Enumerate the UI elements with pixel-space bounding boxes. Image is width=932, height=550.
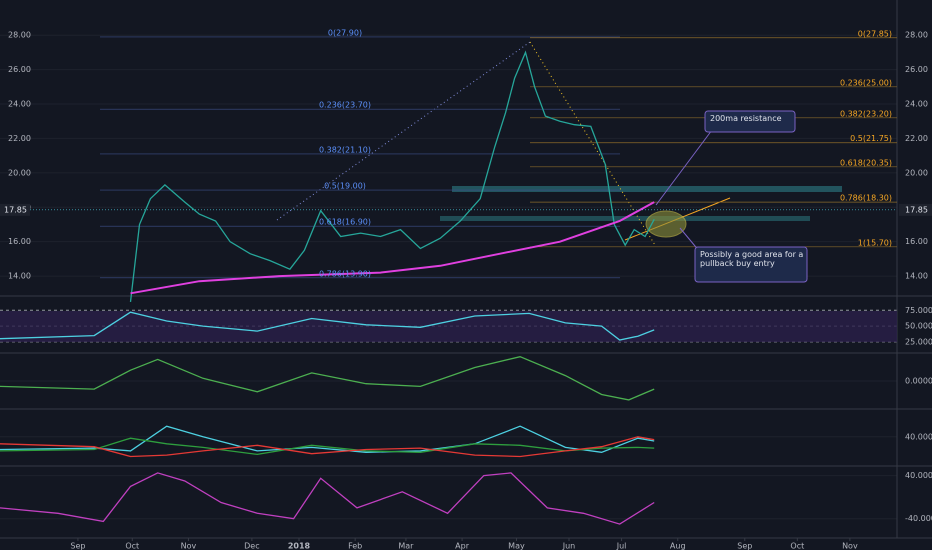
fib-label: 0.382(23.20) [840,109,892,118]
x-tick-label: May [508,542,525,550]
y-tick-label: 14.00 [905,272,928,281]
series-line [0,436,655,458]
x-tick-label: Aug [670,542,686,550]
annotation: Possibly a good area for a pullback buy … [700,250,804,268]
y-tick-label: 22.00 [905,134,928,143]
y-tick-label: 40.0000 [905,432,932,441]
y-tick-label: 26.00 [905,65,928,74]
callout [694,246,808,283]
series-line [0,356,655,401]
y-tick-label: 28.00 [8,31,31,40]
x-tick-label: Nov [842,542,858,550]
fib-label: 1(15.70) [858,238,892,247]
fib-label: 0.236(23.70) [319,101,371,110]
y-tick-label: 24.00 [905,100,928,109]
fib-label: 0.5(21.75) [850,134,892,143]
fib-label: 0(27.90) [328,28,362,37]
y-tick-label: 28.00 [905,31,928,40]
zone-highlight [452,186,842,192]
callout [704,110,796,133]
callout-line [655,129,713,206]
x-tick-label: 2018 [288,542,311,550]
callout-text: Possibly a good area for a pullback buy … [700,250,804,268]
fib-label: 0(27.85) [858,29,892,38]
y-tick-label: 40.0000 [905,471,932,480]
x-tick-label: Sep [70,542,85,550]
fib-label: 0.786(13.90) [319,269,371,278]
fib-label: 0.5(19.00) [324,182,366,191]
series-line [129,50,655,302]
x-tick-label: Dec [244,542,259,550]
series-line [0,311,655,341]
annotation: 200ma resistance [710,114,782,123]
y-tick-label: 16.00 [8,237,31,246]
callout-text: 200ma resistance [710,114,782,123]
x-tick-label: Apr [455,542,470,550]
y-tick-label: 22.00 [8,134,31,143]
y-tick-label: 20.00 [905,168,928,177]
fib-label: 0.618(20.35) [840,158,892,167]
y-tick-label: 75.0000 [905,306,932,315]
price-tag [0,203,30,216]
x-tick-label: Mar [398,542,414,550]
highlight [645,210,687,238]
y-tick-label: 20.00 [8,168,31,177]
y-tick-label: 50.0000 [905,322,932,331]
fib-label: 0.618(16.90) [319,218,371,227]
y-tick-label: -40.0000 [905,514,932,523]
x-tick-label: Oct [790,542,804,550]
fib-label: 0.236(25.00) [840,78,892,87]
fib-label: 0.382(21.10) [319,145,371,154]
y-tick-label: 25.0000 [905,337,932,346]
y-tick-label: 14.00 [8,272,31,281]
price-tag-label: 17.85 [4,205,27,214]
y-tick-label: 0.0000 [905,377,932,386]
y-tick-label: 26.00 [8,65,31,74]
x-tick-label: Sep [737,542,752,550]
rsi-band [0,311,897,342]
series-line [0,437,655,456]
y-tick-label: 24.00 [8,100,31,109]
fib-label: 0.786(18.30) [840,194,892,203]
x-tick-label: Jun [562,542,576,550]
series-line [0,425,655,453]
x-tick-label: Oct [125,542,139,550]
series-line [130,201,655,295]
y-tick-label: 16.00 [905,237,928,246]
price-tag [899,203,932,216]
x-tick-label: Feb [348,542,362,550]
x-tick-label: Nov [181,542,197,550]
x-tick-label: Jul [616,542,627,550]
price-tag-label: 17.85 [905,205,928,214]
series-line [0,472,655,525]
